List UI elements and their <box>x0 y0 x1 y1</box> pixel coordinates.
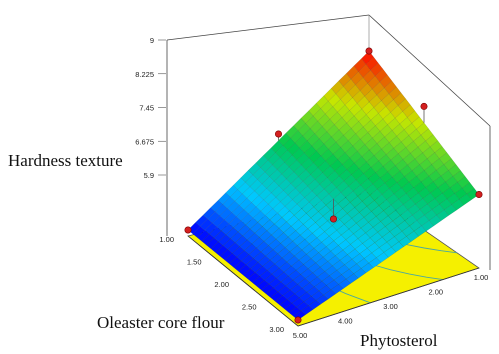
frame-edge-top-back <box>166 14 370 41</box>
x-tick-label: 1.50 <box>187 258 202 267</box>
frame-edge-front-left <box>187 235 299 327</box>
design-point <box>365 47 373 55</box>
y-tick-label: 5.00 <box>293 331 308 340</box>
frame-edge-front-right <box>297 267 480 327</box>
y-tick-label: 4.00 <box>338 317 353 326</box>
x-tick-label: 3.00 <box>269 325 284 334</box>
x-tick-label: 1.00 <box>159 235 174 244</box>
z-tick-label: 5.9 <box>144 171 154 180</box>
y-tick-label: 2.00 <box>428 288 443 297</box>
x-tick-label: 2.00 <box>214 280 229 289</box>
z-axis-title: Hardness texture <box>8 151 123 170</box>
z-tick-label: 9 <box>150 36 154 45</box>
design-point <box>420 102 428 110</box>
y-tick-label: 1.00 <box>474 273 489 282</box>
design-point <box>294 316 302 324</box>
design-point <box>274 130 282 138</box>
design-point <box>475 191 483 199</box>
y-tick-label: 3.00 <box>383 302 398 311</box>
x-tick-label: 2.50 <box>242 303 257 312</box>
design-point <box>329 215 337 223</box>
z-tick-label: 7.45 <box>139 104 154 113</box>
z-tick-label: 8.225 <box>135 70 154 79</box>
z-tick-label: 6.675 <box>135 137 154 146</box>
design-point <box>184 226 192 234</box>
x-axis-title: Oleaster core flour <box>97 313 225 332</box>
frame-edge-top-right <box>368 14 491 127</box>
y-axis-title: Phytosterol <box>360 331 438 350</box>
